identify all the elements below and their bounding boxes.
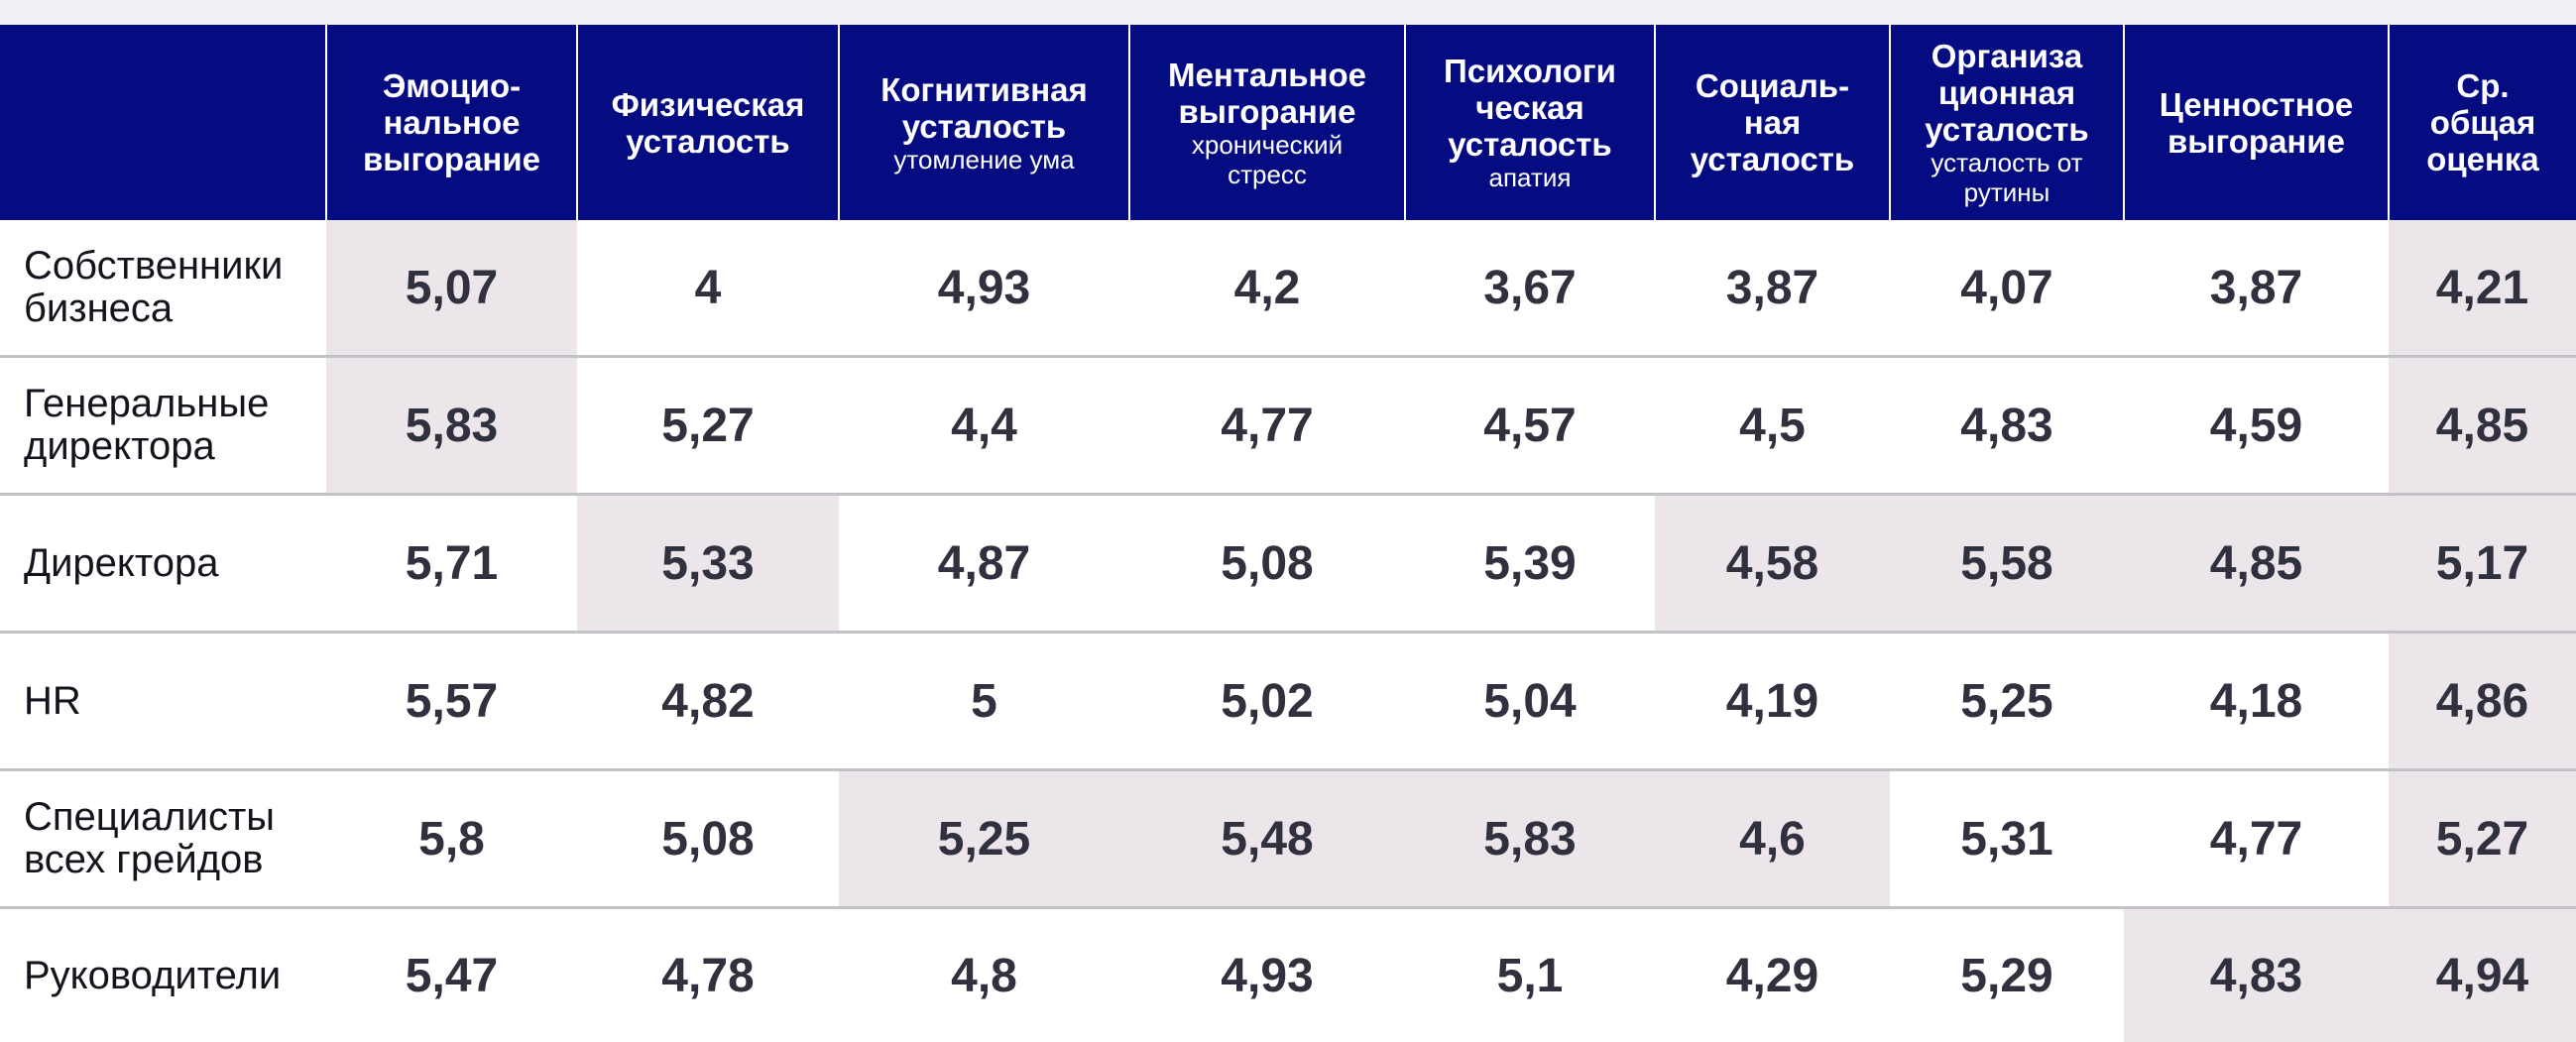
column-header-value-burnout: Ценностное выгорание: [2124, 25, 2389, 220]
cell-psychological-fatigue: 5,1: [1405, 908, 1655, 1042]
cell-psychological-fatigue: 5,83: [1405, 770, 1655, 908]
cell-physical-fatigue: 4,78: [577, 908, 839, 1042]
cell-average-score: 4,21: [2389, 220, 2576, 357]
cell-physical-fatigue: 4: [577, 220, 839, 357]
cell-average-score: 5,27: [2389, 770, 2576, 908]
row-label: Директора: [0, 495, 326, 633]
cell-value-burnout: 4,59: [2124, 357, 2389, 495]
cell-emotional-burnout: 5,83: [326, 357, 577, 495]
cell-organizational-fatigue: 4,83: [1890, 357, 2124, 495]
cell-mental-burnout: 4,93: [1129, 908, 1405, 1042]
cell-cognitive-fatigue: 5,25: [839, 770, 1129, 908]
cell-psychological-fatigue: 3,67: [1405, 220, 1655, 357]
cell-value-burnout: 4,83: [2124, 908, 2389, 1042]
cell-social-fatigue: 4,29: [1655, 908, 1890, 1042]
column-header-physical-fatigue: Физическая усталость: [577, 25, 839, 220]
cell-emotional-burnout: 5,47: [326, 908, 577, 1042]
column-header-subtitle: апатия: [1412, 163, 1648, 192]
cell-psychological-fatigue: 5,39: [1405, 495, 1655, 633]
cell-physical-fatigue: 5,33: [577, 495, 839, 633]
cell-average-score: 4,85: [2389, 357, 2576, 495]
cell-average-score: 5,17: [2389, 495, 2576, 633]
cell-psychological-fatigue: 4,57: [1405, 357, 1655, 495]
column-header-subtitle: усталость от рутины: [1897, 148, 2117, 207]
cell-mental-burnout: 5,02: [1129, 633, 1405, 770]
cell-organizational-fatigue: 5,31: [1890, 770, 2124, 908]
cell-cognitive-fatigue: 4,4: [839, 357, 1129, 495]
cell-social-fatigue: 3,87: [1655, 220, 1890, 357]
cell-mental-burnout: 5,48: [1129, 770, 1405, 908]
cell-value-burnout: 3,87: [2124, 220, 2389, 357]
cell-mental-burnout: 5,08: [1129, 495, 1405, 633]
column-header-title: Организа ционная усталость: [1897, 38, 2117, 148]
column-header-average-score: Ср. общая оценка: [2389, 25, 2576, 220]
row-label: HR: [0, 633, 326, 770]
cell-organizational-fatigue: 5,25: [1890, 633, 2124, 770]
cell-emotional-burnout: 5,71: [326, 495, 577, 633]
cell-value-burnout: 4,18: [2124, 633, 2389, 770]
cell-psychological-fatigue: 5,04: [1405, 633, 1655, 770]
cell-value-burnout: 4,77: [2124, 770, 2389, 908]
column-header-subtitle: утомление ума: [846, 145, 1122, 174]
cell-mental-burnout: 4,2: [1129, 220, 1405, 357]
cell-value-burnout: 4,85: [2124, 495, 2389, 633]
column-header-title: Социаль- ная усталость: [1662, 67, 1883, 177]
cell-organizational-fatigue: 5,58: [1890, 495, 2124, 633]
cell-social-fatigue: 4,19: [1655, 633, 1890, 770]
cell-social-fatigue: 4,6: [1655, 770, 1890, 908]
row-label: Специалисты всех грейдов: [0, 770, 326, 908]
row-label: Собственники бизнеса: [0, 220, 326, 357]
cell-average-score: 4,86: [2389, 633, 2576, 770]
column-header-title: Ментальное выгорание: [1136, 57, 1398, 130]
cell-cognitive-fatigue: 4,8: [839, 908, 1129, 1042]
cell-organizational-fatigue: 4,07: [1890, 220, 2124, 357]
column-header-title: Психологи ческая усталость: [1412, 53, 1648, 163]
cell-cognitive-fatigue: 4,93: [839, 220, 1129, 357]
column-header-subtitle: хронический стресс: [1136, 130, 1398, 189]
cell-physical-fatigue: 4,82: [577, 633, 839, 770]
column-header-emotional-burnout: Эмоцио- нальное выгорание: [326, 25, 577, 220]
cell-mental-burnout: 4,77: [1129, 357, 1405, 495]
cell-organizational-fatigue: 5,29: [1890, 908, 2124, 1042]
column-header-title: Когнитивная усталость: [846, 71, 1122, 145]
column-header-title: Ценностное выгорание: [2131, 86, 2382, 160]
column-header-row-label: [0, 25, 326, 220]
cell-cognitive-fatigue: 5: [839, 633, 1129, 770]
row-label: Руководители: [0, 908, 326, 1042]
column-header-title: Эмоцио- нальное выгорание: [333, 67, 570, 177]
cell-emotional-burnout: 5,07: [326, 220, 577, 357]
cell-physical-fatigue: 5,27: [577, 357, 839, 495]
cell-social-fatigue: 4,5: [1655, 357, 1890, 495]
cell-emotional-burnout: 5,57: [326, 633, 577, 770]
cell-cognitive-fatigue: 4,87: [839, 495, 1129, 633]
cell-emotional-burnout: 5,8: [326, 770, 577, 908]
cell-physical-fatigue: 5,08: [577, 770, 839, 908]
cell-average-score: 4,94: [2389, 908, 2576, 1042]
column-header-title: Ср. общая оценка: [2396, 67, 2570, 177]
column-header-social-fatigue: Социаль- ная усталость: [1655, 25, 1890, 220]
row-label: Генеральные директора: [0, 357, 326, 495]
column-header-title: Физическая усталость: [584, 86, 832, 160]
cell-social-fatigue: 4,58: [1655, 495, 1890, 633]
